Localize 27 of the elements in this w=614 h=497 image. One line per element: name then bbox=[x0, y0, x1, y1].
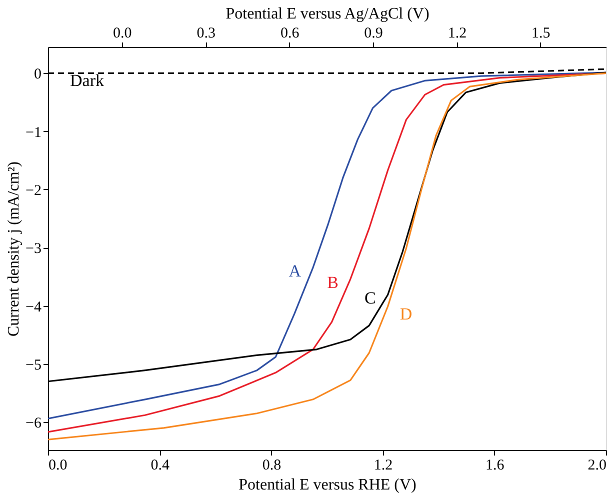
series-label: B bbox=[327, 273, 338, 292]
y-tick-label: −1 bbox=[26, 124, 42, 141]
y-tick-label: 0 bbox=[34, 66, 42, 83]
x-tick-label: 1.6 bbox=[486, 458, 505, 474]
series-label: A bbox=[288, 261, 302, 280]
x2-tick-label: 1.2 bbox=[448, 26, 467, 42]
y-tick-label: −6 bbox=[26, 416, 42, 432]
x2-tick-label: 1.5 bbox=[532, 26, 550, 42]
x-tick-label: 2.0 bbox=[588, 458, 606, 474]
x2-axis-title: Potential E versus Ag/AgCl (V) bbox=[226, 6, 430, 22]
x-axis-title: Potential E versus RHE (V) bbox=[238, 476, 416, 494]
y-axis-title: Current density j (mA/cm²) bbox=[6, 162, 23, 336]
x-tick-label: 1.2 bbox=[374, 458, 393, 474]
series-label: C bbox=[364, 288, 376, 308]
y-tick-label: −3 bbox=[26, 241, 42, 258]
y-tick-label: −5 bbox=[26, 357, 42, 374]
x-tick-label: 0.4 bbox=[150, 458, 170, 474]
annotation: Dark bbox=[70, 71, 104, 90]
x-tick-label: 0.0 bbox=[48, 458, 68, 474]
x2-tick-label: 0.6 bbox=[280, 26, 300, 42]
x-tick-label: 0.8 bbox=[262, 458, 282, 474]
x2-tick-label: 0.9 bbox=[364, 26, 383, 42]
y-tick-label: −2 bbox=[26, 182, 42, 199]
y-tick-label: −4 bbox=[26, 299, 42, 316]
x2-tick-label: 0.3 bbox=[196, 26, 216, 42]
x2-tick-label: 0.0 bbox=[113, 26, 132, 42]
series-label: D bbox=[400, 304, 412, 324]
